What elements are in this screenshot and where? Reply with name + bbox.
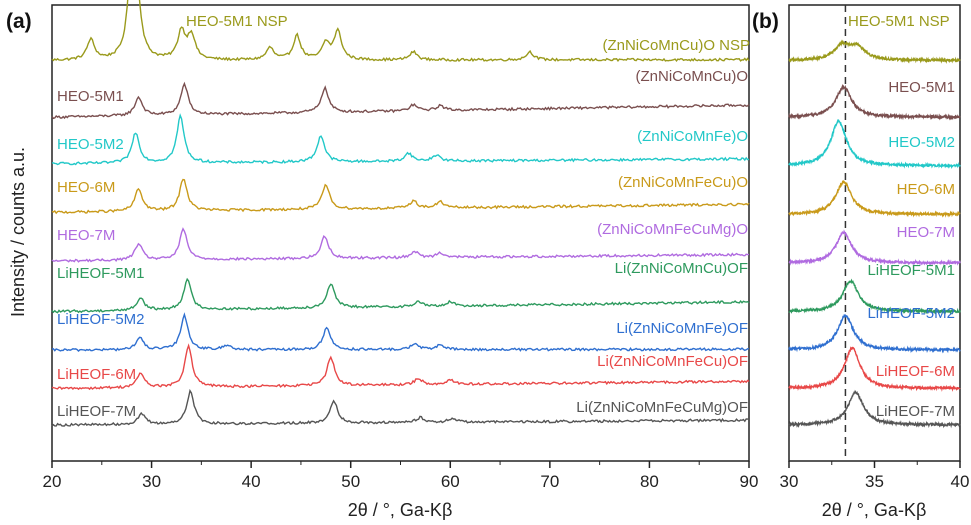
- trace-heo-5m1-nsp: [51, 0, 750, 63]
- y-axis-label: Intensity / counts a.u.: [8, 147, 28, 317]
- panel-b-series-name-liheof-6m: LiHEOF-6M: [876, 363, 955, 380]
- series-composition-heo-6m: (ZnNiCoMnFeCu)O: [618, 174, 748, 191]
- trace-heo-6m: [788, 179, 961, 218]
- series-composition-liheof-7m: Li(ZnNiCoMnFeCuMg)OF: [576, 399, 748, 416]
- panel-a-x-axis-label: 2θ / °, Ga-Kβ: [348, 500, 453, 520]
- x-tick-label: 60: [441, 472, 460, 491]
- x-tick-label: 70: [540, 472, 559, 491]
- series-name-liheof-5m2: LiHEOF-5M2: [57, 311, 145, 328]
- series-composition-liheof-6m: Li(ZnNiCoMnFeCu)OF: [597, 353, 748, 370]
- series-name-heo-5m1: HEO-5M1: [57, 88, 124, 105]
- trace-heo-6m: [51, 178, 750, 215]
- panel-b-series-name-liheof-5m2: LiHEOF-5M2: [867, 305, 955, 322]
- trace-heo-5m1-nsp: [788, 39, 961, 65]
- series-name-liheof-6m: LiHEOF-6M: [57, 366, 136, 383]
- series-composition-heo-5m1: (ZnNiCoMnCu)O: [635, 68, 748, 85]
- trace-liheof-6m: [51, 343, 750, 391]
- panel-b-label: (b): [752, 10, 779, 33]
- panel-b-series-name-liheof-5m1: LiHEOF-5M1: [867, 262, 955, 279]
- x-tick-label: 30: [780, 472, 799, 491]
- x-tick-label: 20: [43, 472, 62, 491]
- x-tick-label: 40: [242, 472, 261, 491]
- panel-a-traces: [51, 0, 750, 427]
- trace-liheof-5m2: [788, 313, 961, 354]
- panel-a-annotation: HEO-5M1 NSP: [186, 13, 288, 30]
- trace-heo-7m: [51, 227, 750, 263]
- panel-b-x-axis: 30 35 40: [780, 461, 970, 491]
- x-tick-label: 40: [951, 472, 970, 491]
- series-composition-heo-5m1-nsp: (ZnNiCoMnCu)O NSP: [602, 37, 750, 54]
- x-tick-label: 80: [640, 472, 659, 491]
- series-name-heo-5m2: HEO-5M2: [57, 136, 124, 153]
- panel-b-annotation: HEO-5M1 NSP: [848, 13, 950, 30]
- panel-a-series-labels: (ZnNiCoMnCu)O NSP HEO-5M1 (ZnNiCoMnCu)O HEO…: [57, 37, 750, 420]
- x-tick-label: 30: [142, 472, 161, 491]
- trace-liheof-5m1: [51, 277, 750, 314]
- panel-b-traces: [788, 39, 961, 429]
- series-name-heo-6m: HEO-6M: [57, 179, 115, 196]
- trace-heo-5m2: [52, 113, 750, 166]
- panel-b-x-axis-label: 2θ / °, Ga-Kβ: [822, 500, 927, 520]
- series-name-heo-7m: HEO-7M: [57, 227, 115, 244]
- series-name-liheof-5m1: LiHEOF-5M1: [57, 265, 145, 282]
- panel-b-series-name-heo-5m2: HEO-5M2: [888, 134, 955, 151]
- trace-heo-5m1: [788, 83, 961, 121]
- panel-a-x-axis: 20 30 40 50 60 70 80 90: [43, 461, 759, 491]
- trace-liheof-7m: [788, 389, 961, 429]
- panel-a-label: (a): [6, 10, 32, 33]
- series-composition-liheof-5m2: Li(ZnNiCoMnFe)OF: [616, 320, 748, 337]
- panel-b-series-labels: HEO-5M1 HEO-5M2 HEO-6M HEO-7M LiHEOF-5M1 LiHE…: [867, 79, 955, 420]
- series-composition-heo-7m: (ZnNiCoMnFeCuMg)O: [597, 221, 748, 238]
- panel-b-series-name-liheof-7m: LiHEOF-7M: [876, 403, 955, 420]
- x-tick-label: 50: [341, 472, 360, 491]
- trace-liheof-7m: [51, 388, 750, 427]
- series-name-liheof-7m: LiHEOF-7M: [57, 403, 136, 420]
- panel-b-series-name-heo-7m: HEO-7M: [897, 224, 955, 241]
- panel-b-series-name-heo-6m: HEO-6M: [897, 181, 955, 198]
- panel-b: 30 35 40 HEO-5M1 HEO-5M2 HEO-6M HEO-7M LiHEOF-…: [752, 4, 970, 520]
- series-composition-liheof-5m1: Li(ZnNiCoMnCu)OF: [615, 260, 748, 277]
- trace-liheof-5m2: [51, 312, 750, 352]
- trace-heo-5m1: [51, 81, 750, 120]
- panel-b-series-name-heo-5m1: HEO-5M1: [888, 79, 955, 96]
- x-tick-label: 90: [740, 472, 759, 491]
- trace-liheof-6m: [788, 346, 961, 392]
- trace-liheof-5m1: [788, 278, 961, 316]
- series-composition-heo-5m2: (ZnNiCoMnFe)O: [637, 128, 748, 145]
- panel-a: 20 30 40 50 60 70 80 90 (ZnNiCoMnCu)O NSP HEO-5M…: [6, 0, 758, 520]
- x-tick-label: 35: [865, 472, 884, 491]
- trace-heo-7m: [788, 229, 961, 267]
- trace-heo-5m2: [788, 119, 961, 170]
